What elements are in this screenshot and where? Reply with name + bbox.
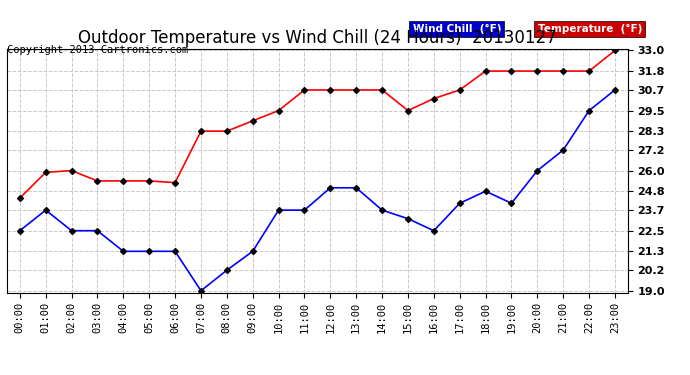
Text: Copyright 2013 Cartronics.com: Copyright 2013 Cartronics.com <box>7 45 188 55</box>
Title: Outdoor Temperature vs Wind Chill (24 Hours)  20130127: Outdoor Temperature vs Wind Chill (24 Ho… <box>78 29 557 47</box>
Text: Temperature  (°F): Temperature (°F) <box>538 24 642 34</box>
Text: Wind Chill  (°F): Wind Chill (°F) <box>413 24 501 34</box>
